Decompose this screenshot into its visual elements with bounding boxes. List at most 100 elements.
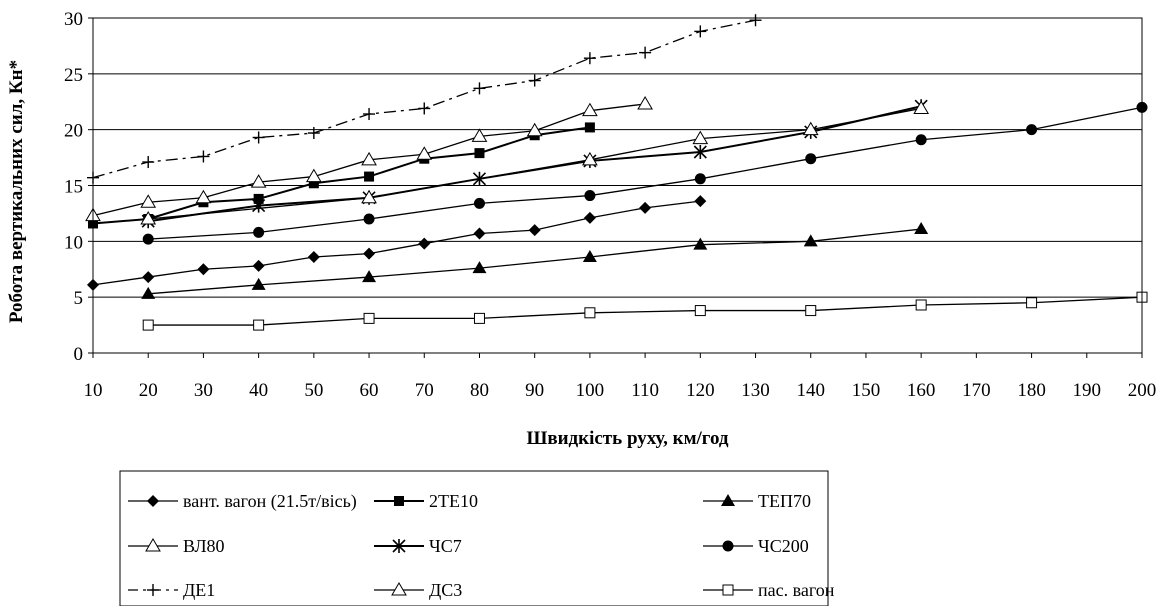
data-point [803, 234, 818, 247]
data-point [252, 198, 266, 213]
data-point [142, 233, 154, 245]
legend-label: вант. вагон (21.5т/вісь) [183, 491, 357, 512]
data-point [308, 178, 319, 189]
legend-item: ЧС7 [374, 536, 462, 556]
data-point [307, 127, 320, 140]
data-point [583, 52, 596, 65]
data-point [584, 190, 596, 202]
x-tick-label: 200 [1128, 380, 1157, 401]
data-point [582, 151, 598, 166]
legend-marker [391, 582, 407, 596]
y-tick-label: 5 [74, 288, 84, 309]
legend-item: ТЕП70 [703, 491, 811, 511]
data-point [694, 25, 707, 38]
data-point [252, 259, 265, 272]
data-point [583, 211, 596, 224]
x-tick-label: 30 [194, 380, 213, 401]
data-point [582, 102, 598, 117]
x-tick-label: 50 [304, 380, 323, 401]
data-point [364, 171, 375, 182]
y-tick-label: 25 [64, 65, 83, 86]
data-point [915, 299, 927, 311]
x-tick-label: 150 [852, 380, 881, 401]
data-point [363, 213, 375, 225]
series-5 [142, 101, 1148, 245]
series-1 [88, 122, 595, 229]
data-point [305, 168, 322, 183]
data-point [639, 201, 652, 214]
data-point [749, 14, 762, 27]
data-point [252, 131, 265, 144]
series-line [148, 107, 922, 220]
x-tick-label: 60 [360, 380, 379, 401]
x-tick-label: 80 [470, 380, 489, 401]
data-point [694, 305, 706, 317]
x-tick-label: 180 [1017, 380, 1046, 401]
x-tick-label: 40 [249, 380, 268, 401]
plot-frame [92, 17, 1143, 354]
x-tick-label: 170 [962, 380, 991, 401]
y-tick-label: 30 [64, 9, 83, 30]
data-point [363, 108, 376, 121]
legend-marker [147, 584, 159, 596]
data-point [140, 211, 157, 225]
series-7 [140, 100, 930, 225]
data-point [694, 195, 707, 208]
legend-item: 2ТЕ10 [374, 491, 478, 511]
series-8 [142, 291, 1148, 331]
legend-label: ЧС7 [429, 536, 462, 556]
x-tick-label: 120 [686, 380, 715, 401]
legend-label: ЧС200 [758, 536, 809, 556]
legend-item: ДЕ1 [128, 580, 215, 600]
legend-marker [392, 539, 406, 553]
data-point [805, 305, 817, 317]
x-tick-label: 130 [741, 380, 770, 401]
legend-box [119, 470, 829, 606]
data-point [142, 319, 154, 331]
data-point [361, 151, 377, 166]
data-point [637, 95, 653, 110]
series-layer [85, 14, 1148, 331]
data-point [362, 270, 377, 283]
data-point [307, 250, 320, 263]
series-2 [141, 222, 929, 299]
series-line [148, 228, 922, 295]
data-point [584, 122, 595, 133]
data-point [639, 46, 652, 59]
data-point [253, 319, 265, 331]
legend-marker [721, 494, 735, 506]
x-tick-label: 90 [525, 380, 544, 401]
data-point [913, 100, 930, 114]
data-point [914, 222, 929, 235]
legend-label: 2ТЕ10 [429, 491, 478, 511]
data-point [253, 226, 265, 238]
x-axis-ticks: 10 20 30 40 50 60 70 80 90 100 110 120 130 140 150 160 1… [84, 353, 1157, 401]
legend-marker [145, 538, 161, 552]
data-point [693, 145, 707, 159]
data-point [528, 224, 541, 237]
y-tick-label: 15 [64, 177, 83, 198]
legend-label: ТЕП70 [758, 491, 811, 511]
data-point [418, 237, 431, 250]
data-point [1026, 124, 1038, 136]
series-6 [87, 14, 762, 184]
data-point [471, 128, 488, 142]
x-tick-label: 70 [415, 380, 434, 401]
series-line [148, 106, 1143, 240]
data-point [692, 130, 709, 145]
data-point [142, 156, 155, 169]
x-axis-title: Швидкість руху, км/год [526, 428, 728, 449]
y-axis-title: Робота вертикальних сил, Кн* [6, 60, 27, 323]
data-point [694, 173, 706, 185]
y-axis-ticks: 0 5 10 15 20 25 30 [64, 9, 93, 365]
data-point [416, 146, 433, 160]
data-point [802, 121, 819, 136]
data-point [197, 263, 210, 276]
data-point [195, 189, 212, 204]
legend-item: ЧС200 [703, 536, 809, 556]
y-tick-label: 0 [74, 344, 84, 365]
y-tick-label: 10 [64, 232, 83, 253]
x-tick-label: 100 [576, 380, 605, 401]
data-point [528, 74, 541, 87]
